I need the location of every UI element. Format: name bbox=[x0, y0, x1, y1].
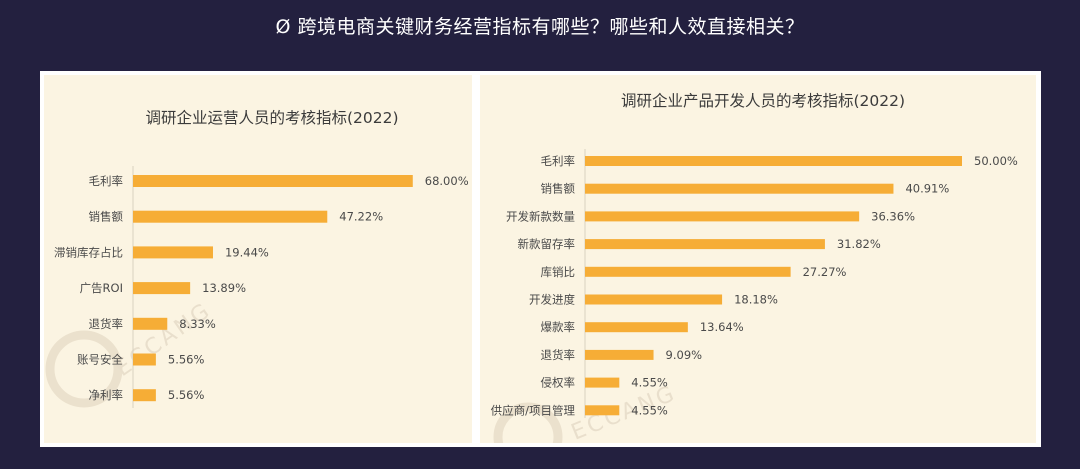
data-label: 5.56% bbox=[168, 388, 205, 402]
bar bbox=[585, 349, 654, 360]
category-label: 账号安全 bbox=[77, 353, 123, 367]
data-label: 4.55% bbox=[631, 403, 668, 417]
data-label: 36.36% bbox=[871, 209, 915, 223]
category-label: 退货率 bbox=[541, 348, 576, 362]
data-label: 68.00% bbox=[425, 174, 469, 188]
data-label: 8.33% bbox=[179, 317, 216, 331]
category-label: 供应商/项目管理 bbox=[491, 403, 576, 417]
category-label: 滞销库存占比 bbox=[54, 245, 123, 259]
category-label: 广告ROI bbox=[80, 281, 123, 295]
data-label: 50.00% bbox=[974, 154, 1018, 168]
product-dev-chart-panel: ECCANG 调研企业产品开发人员的考核指标(2022) 毛利率 50.00% 销售… bbox=[480, 75, 1036, 443]
category-label: 毛利率 bbox=[89, 174, 124, 188]
bar bbox=[585, 294, 723, 305]
bar bbox=[133, 246, 213, 259]
bar bbox=[585, 211, 860, 222]
category-label: 开发进度 bbox=[529, 293, 575, 307]
bar bbox=[133, 317, 168, 330]
data-label: 13.64% bbox=[700, 320, 744, 334]
operations-chart-panel: ECCANG 调研企业运营人员的考核指标(2022) 毛利率 68.00% 销售额 4… bbox=[44, 75, 472, 443]
product-dev-kpi-bar-chart: ECCANG 调研企业产品开发人员的考核指标(2022) 毛利率 50.00%销售… bbox=[491, 92, 1018, 443]
data-label: 27.27% bbox=[803, 265, 847, 279]
data-label: 18.18% bbox=[734, 293, 778, 307]
category-label: 退货率 bbox=[89, 317, 124, 331]
data-label: 40.91% bbox=[905, 182, 949, 196]
bar bbox=[585, 377, 620, 388]
category-label: 毛利率 bbox=[541, 154, 576, 168]
data-label: 31.82% bbox=[837, 237, 881, 251]
category-label: 新款留存率 bbox=[518, 237, 576, 251]
slide-title: Ø 跨境电商关键财务经营指标有哪些？哪些和人效直接相关？ bbox=[275, 16, 805, 38]
chart-title: 调研企业运营人员的考核指标(2022) bbox=[145, 109, 398, 127]
bar bbox=[585, 239, 825, 250]
watermark-logo-icon bbox=[45, 330, 123, 408]
data-label: 4.55% bbox=[631, 376, 668, 390]
data-label: 9.09% bbox=[666, 348, 703, 362]
category-label: 侵权率 bbox=[541, 376, 576, 390]
data-label: 13.89% bbox=[202, 281, 246, 295]
chart-title: 调研企业产品开发人员的考核指标(2022) bbox=[621, 92, 905, 110]
category-label: 销售额 bbox=[89, 210, 124, 224]
data-label: 19.44% bbox=[225, 245, 269, 259]
category-label: 爆款率 bbox=[541, 320, 576, 334]
data-label: 5.56% bbox=[168, 353, 205, 367]
bar bbox=[133, 282, 191, 295]
operations-kpi-bar-chart: ECCANG 调研企业运营人员的考核指标(2022) 毛利率 68.00% 销售额 4… bbox=[45, 109, 469, 408]
bar bbox=[585, 183, 894, 194]
category-label: 销售额 bbox=[541, 182, 576, 196]
bar bbox=[585, 322, 688, 333]
category-label: 开发新款数量 bbox=[506, 209, 575, 223]
bar bbox=[133, 175, 413, 187]
bar bbox=[585, 266, 791, 277]
watermark-logo-icon bbox=[493, 402, 563, 443]
bar bbox=[133, 210, 328, 223]
bar bbox=[133, 353, 156, 366]
category-label: 净利率 bbox=[89, 388, 124, 402]
bar bbox=[133, 389, 156, 402]
bar bbox=[585, 156, 962, 166]
bar bbox=[585, 405, 620, 416]
watermark-brand: ECCANG bbox=[111, 298, 216, 382]
data-label: 47.22% bbox=[339, 210, 383, 224]
category-label: 库销比 bbox=[541, 265, 576, 279]
